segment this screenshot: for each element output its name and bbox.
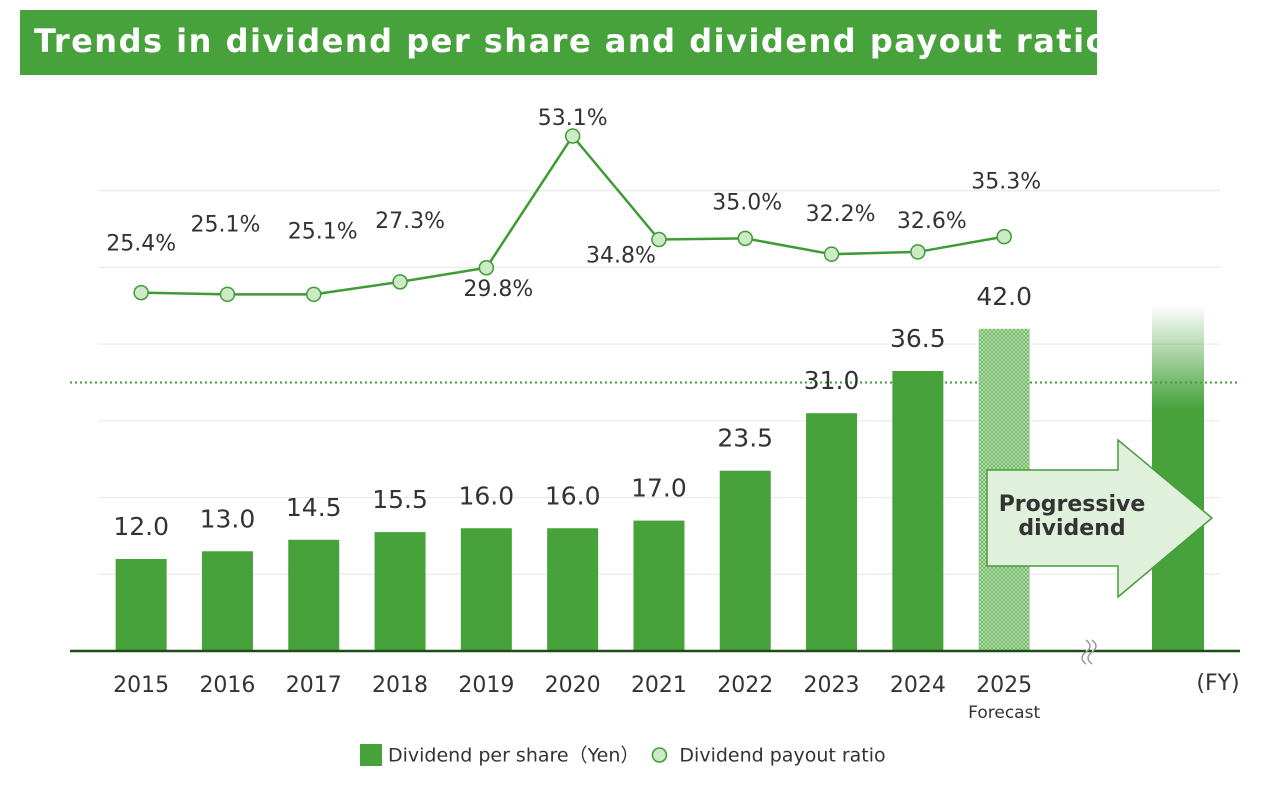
x-tick-label: 2021: [631, 673, 687, 698]
bar: [201, 551, 253, 651]
line-value-label: 27.3%: [375, 209, 445, 234]
bar-value-label: 16.0: [459, 481, 515, 510]
line-marker: [823, 246, 840, 262]
bar: [547, 528, 599, 651]
bar: [115, 558, 167, 651]
bar: [719, 470, 771, 651]
x-tick-label: 2025: [976, 673, 1032, 698]
bar: [288, 539, 340, 651]
bar-value-label: 23.5: [717, 424, 773, 453]
bar-value-label: 13.0: [200, 504, 256, 533]
bar: [460, 528, 512, 651]
line-value-label: 25.1%: [191, 212, 261, 237]
line-value-label: 32.6%: [897, 209, 967, 234]
arrow-label: dividend: [1018, 516, 1125, 541]
bar-value-label: 14.5: [286, 493, 342, 522]
chart-title: Trends in dividend per share and dividen…: [34, 22, 1109, 60]
x-tick-label: 2016: [199, 673, 255, 698]
bar: [892, 370, 944, 651]
x-tick-label: 2024: [890, 673, 946, 698]
bar-value-label: 36.5: [890, 324, 946, 353]
line-marker: [306, 286, 322, 303]
line-marker: [392, 274, 408, 290]
x-tick-label: 2022: [717, 673, 773, 698]
line-marker: [219, 286, 236, 303]
bar-value-label: 12.0: [113, 512, 169, 541]
legend-swatch: [651, 747, 668, 763]
x-tick-label: 2019: [458, 673, 514, 698]
annotation: Forecast: [968, 703, 1040, 723]
line-value-label: 35.3%: [971, 170, 1041, 195]
line-value-label: 32.2%: [806, 202, 876, 227]
line-value-label: 25.1%: [288, 219, 358, 244]
bar: [374, 532, 426, 651]
line-marker: [564, 128, 581, 144]
line-marker: [996, 228, 1012, 245]
title-banner: [20, 10, 1097, 75]
legend-label: Dividend payout ratio: [679, 745, 885, 767]
x-tick-label: 2020: [545, 673, 601, 698]
line-value-label: 25.4%: [106, 232, 176, 257]
x-tick-label: 2023: [804, 673, 860, 698]
line-marker: [651, 231, 667, 248]
line-value-label: 35.0%: [712, 190, 782, 215]
x-axis-label: (FY): [1196, 671, 1239, 696]
legend-label: Dividend per share（Yen）: [388, 745, 639, 767]
bar-value-label: 42.0: [976, 282, 1032, 311]
x-tick-label: 2018: [372, 673, 428, 698]
bar-value-label: 16.0: [545, 481, 601, 510]
bar-value-label: 31.0: [804, 366, 860, 395]
line-marker: [133, 284, 149, 301]
arrow-label: Progressive: [999, 492, 1146, 517]
x-tick-label: 2015: [113, 673, 169, 698]
arrow: [986, 438, 1214, 599]
line-marker: [737, 230, 753, 247]
line-value-label: 53.1%: [538, 106, 608, 131]
bar: [633, 520, 685, 651]
line-value-label: 29.8%: [463, 277, 533, 302]
line-marker: [910, 244, 926, 260]
bar-value-label: 17.0: [631, 474, 687, 503]
legend-swatch: [360, 744, 382, 766]
bar-value-label: 15.5: [372, 485, 428, 514]
x-tick-label: 2017: [286, 673, 342, 698]
line-value-label: 34.8%: [586, 243, 656, 268]
line-marker: [478, 260, 495, 276]
axis-break: [1081, 639, 1097, 665]
bar: [806, 413, 858, 651]
